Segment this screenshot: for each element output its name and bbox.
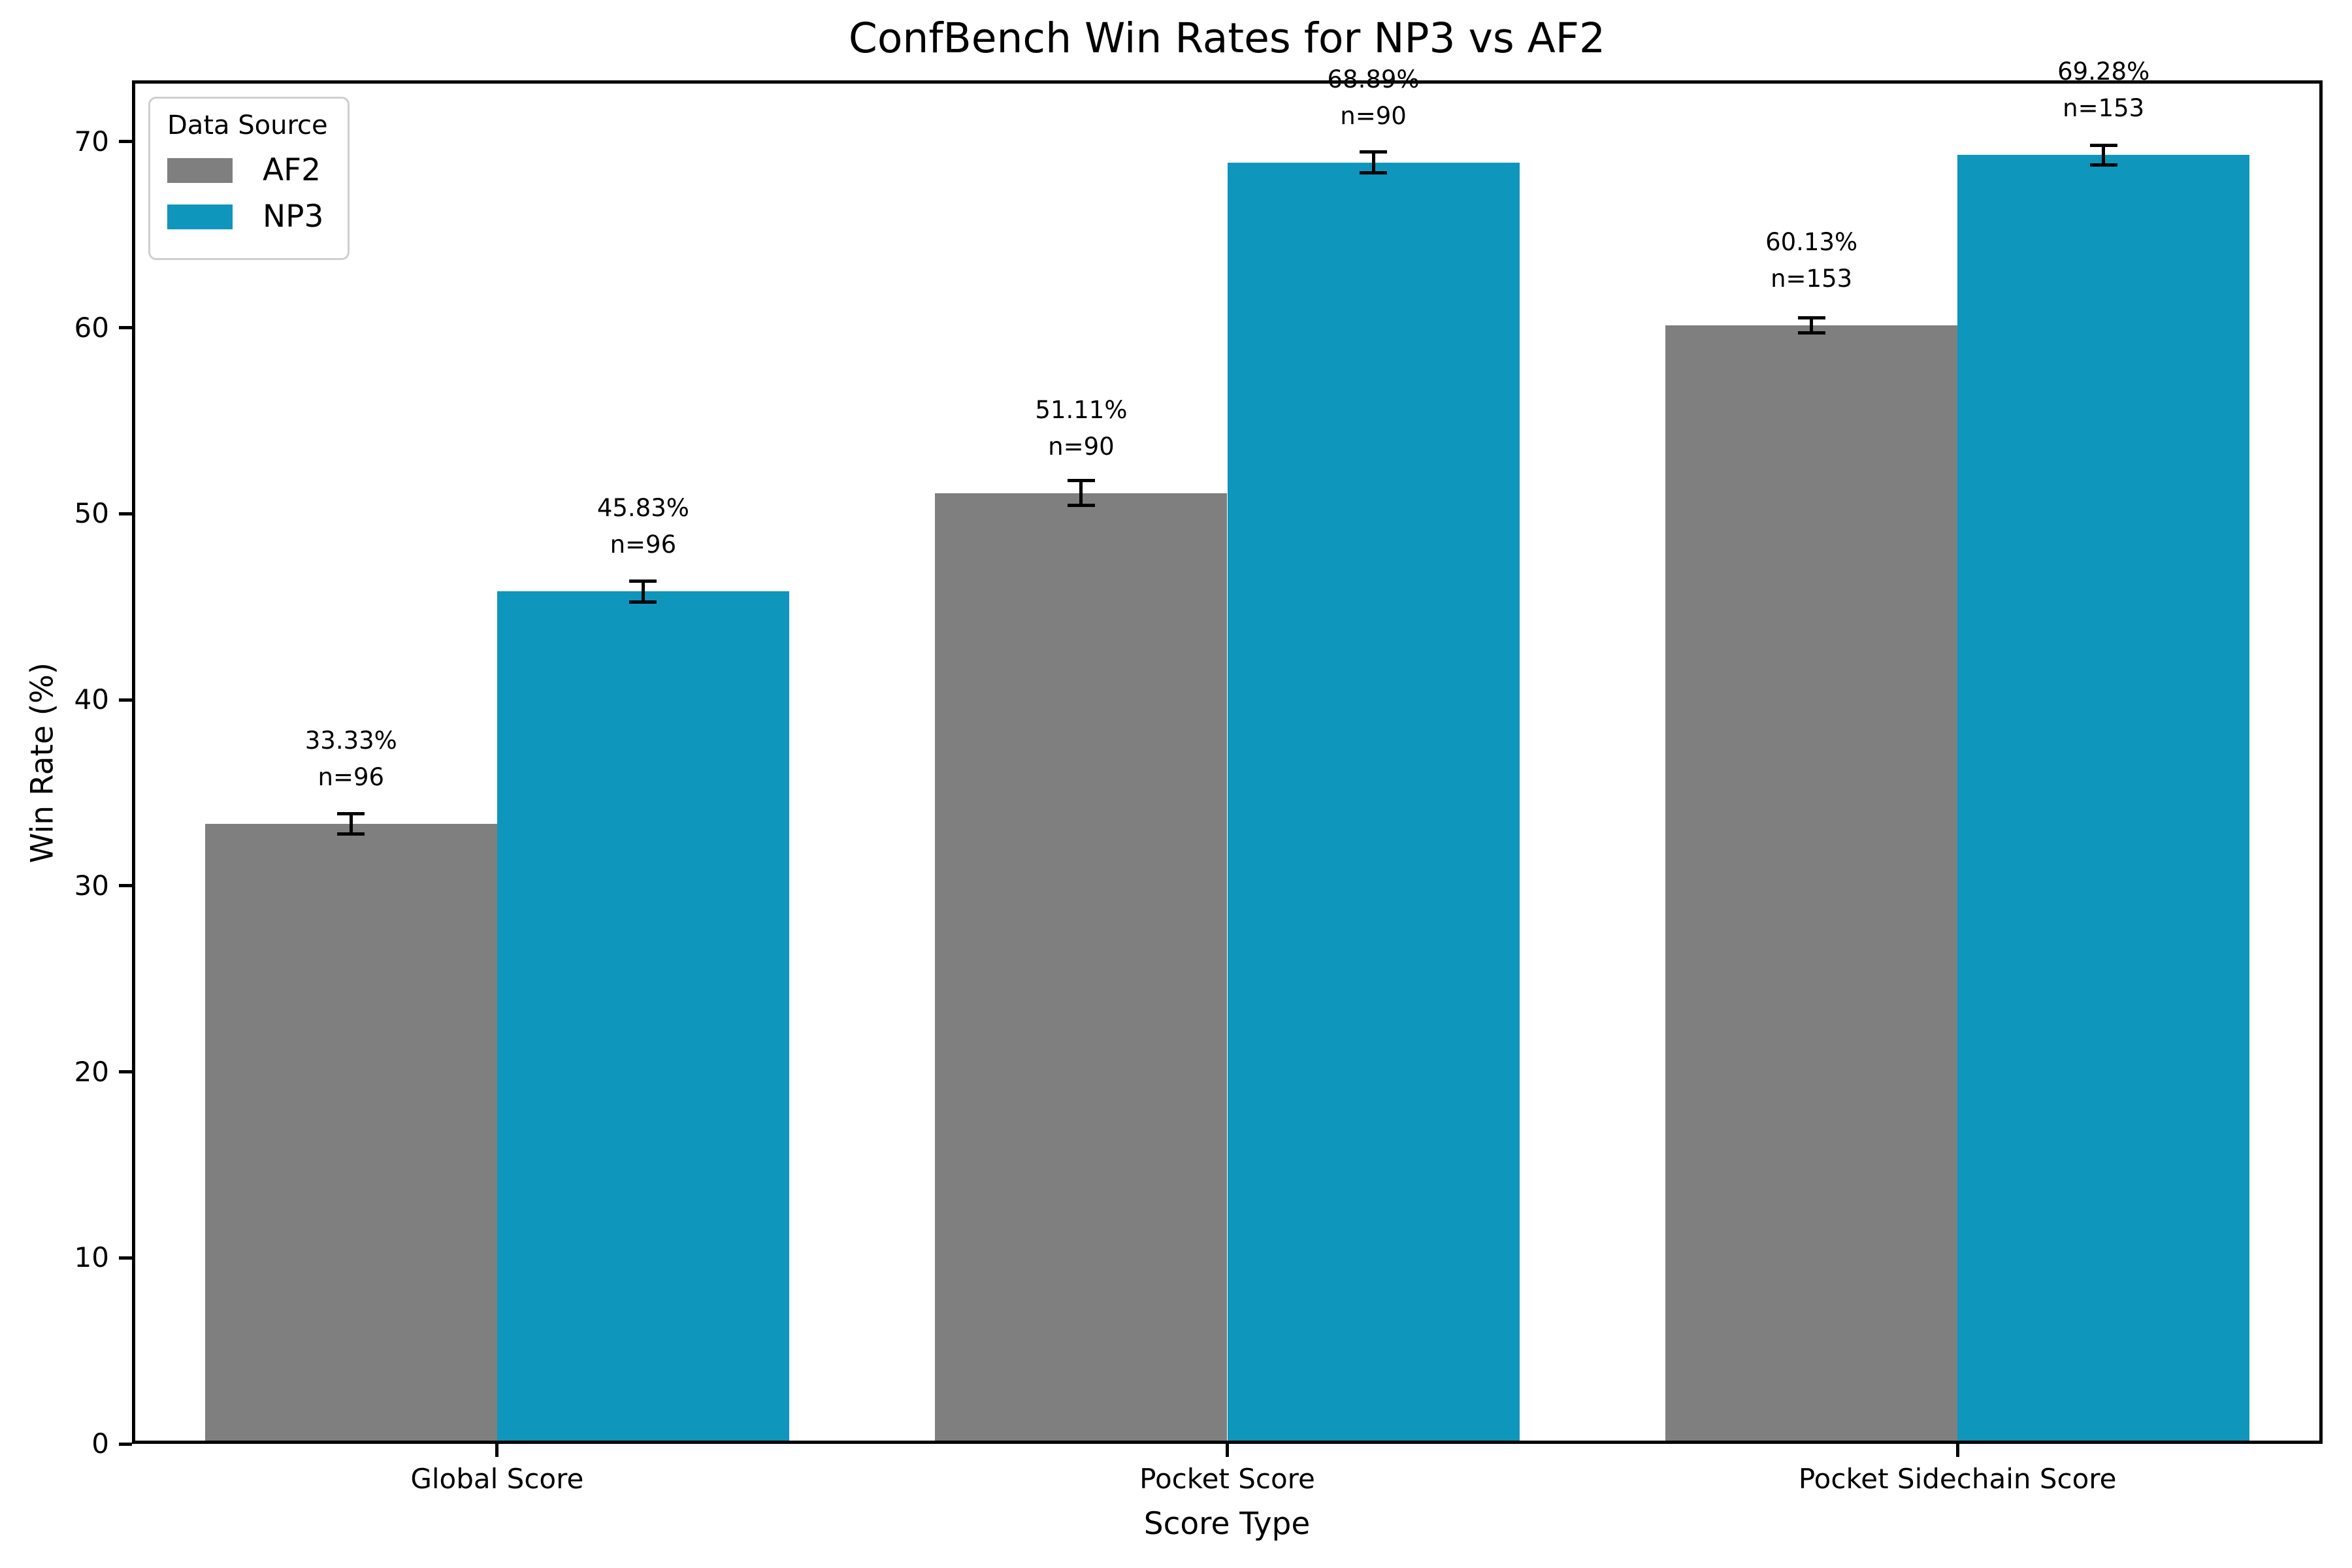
y-tick-label: 40: [74, 683, 109, 716]
legend: Data Source AF2 NP3: [148, 97, 350, 260]
x-tick-mark: [1955, 1444, 1959, 1457]
bar-value-label: 45.83%: [596, 494, 689, 523]
bar-af2-pocket-score: [935, 493, 1228, 1444]
error-bar: [1810, 318, 1814, 333]
y-tick-mark: [119, 512, 132, 515]
bar-af2-pocket-sidechain-score: [1665, 325, 1958, 1444]
bar-af2-global-score: [204, 824, 497, 1444]
x-tick-mark: [1226, 1444, 1229, 1457]
legend-item-af2: AF2: [167, 152, 328, 188]
error-bar: [641, 581, 645, 602]
y-tick-mark: [119, 1256, 132, 1260]
y-tick-mark: [119, 1070, 132, 1074]
bar-value-label: 51.11%: [1035, 395, 1128, 424]
x-tick-label-pocket-score: Pocket Score: [1139, 1463, 1315, 1495]
error-bar: [1079, 480, 1083, 506]
bar-n-label: n=153: [1771, 264, 1853, 293]
error-bar: [2102, 145, 2106, 165]
x-tick-label-global-score: Global Score: [410, 1463, 584, 1495]
bar-n-label: n=96: [610, 531, 677, 559]
error-bar-cap-bottom: [2089, 163, 2117, 167]
bar-value-label: 60.13%: [1765, 227, 1858, 256]
x-tick-label-pocket-sidechain-score: Pocket Sidechain Score: [1798, 1463, 2117, 1495]
legend-swatch-np3: [167, 204, 233, 229]
bar-np3-global-score: [497, 591, 789, 1444]
bar-n-label: n=153: [2063, 94, 2145, 123]
error-bar-cap-top: [1797, 316, 1825, 320]
y-tick-label: 20: [74, 1055, 109, 1088]
error-bar-cap-top: [1360, 150, 1388, 154]
legend-label-af2: AF2: [263, 152, 321, 188]
bar-value-label: 68.89%: [1327, 65, 1420, 93]
y-axis-label: Win Rate (%): [24, 662, 61, 864]
error-bar-cap-top: [629, 579, 657, 583]
error-bar-cap-bottom: [629, 600, 657, 604]
legend-swatch-af2: [167, 157, 233, 183]
error-bar: [349, 813, 353, 834]
error-bar-cap-bottom: [1067, 504, 1095, 508]
error-bar: [1371, 152, 1375, 173]
bar-value-label: 69.28%: [2057, 57, 2150, 86]
bar-np3-pocket-sidechain-score: [1957, 155, 2250, 1444]
error-bar-cap-top: [2089, 143, 2117, 147]
x-tick-mark: [495, 1444, 499, 1457]
y-tick-mark: [119, 326, 132, 330]
bar-value-label: 33.33%: [304, 727, 397, 755]
bar-n-label: n=90: [1340, 101, 1407, 130]
x-axis-label: Score Type: [1143, 1506, 1311, 1542]
error-bar-cap-top: [337, 811, 365, 815]
bar-n-label: n=96: [318, 763, 385, 792]
chart-title: ConfBench Win Rates for NP3 vs AF2: [848, 14, 1606, 62]
error-bar-cap-bottom: [337, 832, 365, 836]
y-tick-label: 70: [74, 125, 109, 157]
y-tick-label: 60: [74, 311, 109, 344]
y-tick-mark: [119, 884, 132, 888]
y-tick-label: 10: [74, 1241, 109, 1274]
legend-label-np3: NP3: [263, 199, 324, 235]
legend-items: AF2 NP3: [167, 152, 328, 235]
error-bar-cap-bottom: [1360, 171, 1388, 174]
error-bar-cap-bottom: [1797, 331, 1825, 335]
error-bar-cap-top: [1067, 479, 1095, 483]
y-tick-mark: [119, 140, 132, 144]
legend-title: Data Source: [167, 110, 328, 140]
y-tick-label: 30: [74, 869, 109, 902]
y-tick-mark: [119, 1442, 132, 1446]
bar-np3-pocket-score: [1227, 162, 1520, 1444]
y-tick-mark: [119, 698, 132, 702]
y-tick-label: 0: [91, 1428, 109, 1460]
bar-n-label: n=90: [1048, 432, 1115, 461]
y-tick-label: 50: [74, 497, 109, 530]
legend-item-np3: NP3: [167, 199, 328, 235]
